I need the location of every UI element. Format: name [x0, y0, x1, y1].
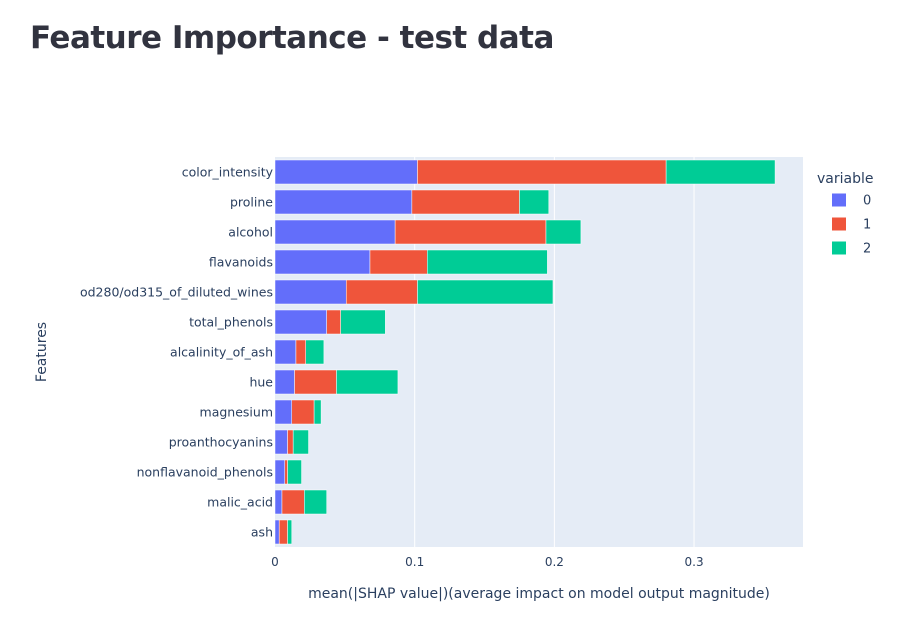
bar-segment[interactable] — [291, 399, 315, 425]
bar-segment[interactable] — [274, 519, 280, 545]
bar-segment[interactable] — [274, 399, 293, 425]
bar-segment[interactable] — [287, 519, 293, 545]
bar-segment[interactable] — [313, 399, 322, 425]
bar-segment[interactable] — [326, 309, 341, 335]
bar-segment[interactable] — [287, 459, 302, 485]
bar-segment[interactable] — [278, 519, 288, 545]
y-tick-label: malic_acid — [207, 495, 273, 510]
legend-swatch[interactable] — [832, 241, 846, 255]
bar-segment[interactable] — [294, 369, 337, 395]
bar-segment[interactable] — [274, 339, 297, 365]
y-tick-label: alcalinity_of_ash — [170, 345, 273, 360]
bar-segment[interactable] — [287, 429, 294, 455]
bar-segment[interactable] — [274, 309, 327, 335]
bar-segment[interactable] — [305, 339, 325, 365]
y-tick-label: magnesium — [200, 405, 273, 420]
bar-segment[interactable] — [274, 489, 283, 515]
bars-group[interactable] — [274, 159, 776, 545]
y-tick-label: nonflavanoid_phenols — [137, 465, 273, 480]
bar-segment[interactable] — [281, 489, 305, 515]
y-tick-label: hue — [249, 375, 273, 390]
y-tick-label: color_intensity — [182, 165, 274, 180]
bar-segment[interactable] — [340, 309, 386, 335]
y-tick-label: total_phenols — [189, 315, 273, 330]
x-axis-title: mean(|SHAP value|)(average impact on mod… — [308, 586, 770, 602]
bar-segment[interactable] — [274, 159, 418, 185]
bar-segment[interactable] — [417, 279, 554, 305]
bar-segment[interactable] — [274, 189, 413, 215]
y-tick-label: flavanoids — [209, 255, 273, 270]
plot-background — [275, 157, 803, 547]
bar-segment[interactable] — [304, 489, 327, 515]
legend-swatch[interactable] — [832, 217, 846, 231]
bar-segment[interactable] — [295, 339, 306, 365]
y-tick-label: alcohol — [228, 225, 273, 240]
bar-segment[interactable] — [545, 219, 582, 245]
legend-swatch[interactable] — [832, 193, 846, 207]
x-tick-label: 0.1 — [405, 555, 424, 569]
bar-segment[interactable] — [369, 249, 428, 275]
bar-segment[interactable] — [284, 459, 288, 485]
bar-segment[interactable] — [336, 369, 399, 395]
bar-segment[interactable] — [274, 459, 286, 485]
bar-segment[interactable] — [274, 279, 347, 305]
legend-label[interactable]: 2 — [863, 242, 871, 257]
bar-segment[interactable] — [292, 429, 309, 455]
legend[interactable]: variable 0 1 2 — [817, 171, 873, 257]
bar-segment[interactable] — [417, 159, 667, 185]
x-tick-labels: 0 0.1 0.2 0.3 — [271, 555, 703, 569]
x-tick-label: 0.2 — [545, 555, 564, 569]
y-tick-label: od280/od315_of_diluted_wines — [80, 285, 273, 300]
bar-segment[interactable] — [345, 279, 418, 305]
legend-label[interactable]: 0 — [863, 194, 871, 209]
bar-segment[interactable] — [394, 219, 547, 245]
bar-segment[interactable] — [274, 369, 295, 395]
page-title: Feature Importance - test data — [30, 20, 554, 56]
bar-segment[interactable] — [411, 189, 520, 215]
bar-segment[interactable] — [274, 249, 371, 275]
y-tick-label: proanthocyanins — [169, 435, 273, 450]
y-tick-label: ash — [251, 525, 273, 540]
y-tick-label: proline — [230, 195, 273, 210]
bar-segment[interactable] — [519, 189, 550, 215]
legend-title: variable — [817, 171, 873, 187]
bar-segment[interactable] — [427, 249, 548, 275]
x-tick-label: 0 — [271, 555, 279, 569]
legend-label[interactable]: 1 — [863, 218, 871, 233]
bar-segment[interactable] — [665, 159, 776, 185]
x-tick-label: 0.3 — [685, 555, 704, 569]
y-axis-title: Features — [34, 322, 50, 382]
bar-segment[interactable] — [274, 429, 288, 455]
bar-segment[interactable] — [274, 219, 396, 245]
